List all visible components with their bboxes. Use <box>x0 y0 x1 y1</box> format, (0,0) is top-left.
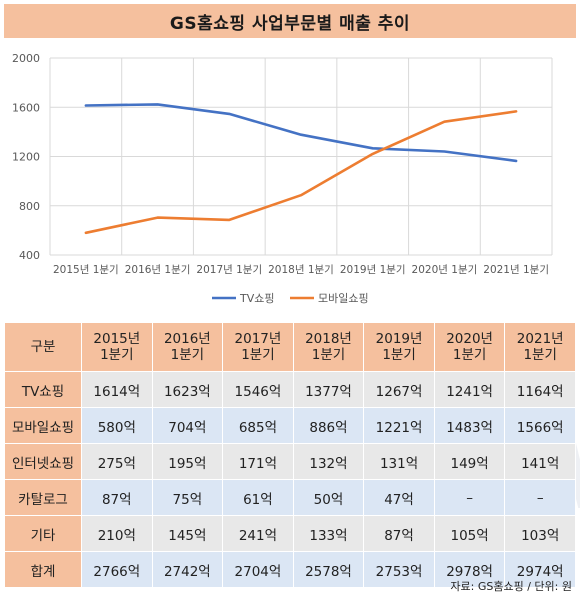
table-cell: 685억 <box>222 407 294 444</box>
header-quarter: 1분기 <box>241 347 275 363</box>
table-row: 합계 2766억 2742억 2704억 2578억 2753억 2978억 2974억 <box>4 551 576 588</box>
table-cell: 1623억 <box>151 371 224 408</box>
x-tick-label: 2021년 1분기 <box>483 264 549 276</box>
table-cell: 47억 <box>363 479 435 516</box>
table-header-cell: 2015년 1분기 <box>81 322 153 372</box>
table-cell: 131억 <box>363 443 435 480</box>
table-cell: 50억 <box>292 479 365 516</box>
table-cell: 171억 <box>222 443 294 480</box>
table-row: 카탈로그 87억 75억 61억 50억 47억 – – <box>4 479 576 516</box>
y-tick-label: 400 <box>19 249 40 262</box>
table-cell: 275억 <box>81 443 153 480</box>
table-row: 모바일쇼핑 580억 704억 685억 886억 1221억 1483억 1566억 <box>4 407 576 444</box>
table-cell: 2766억 <box>81 551 153 588</box>
table-cell: 704억 <box>151 407 224 444</box>
table-cell: 2704억 <box>222 551 294 588</box>
y-tick-label: 2000 <box>12 52 40 65</box>
table-cell: – <box>433 479 506 516</box>
table-cell: 2978억 <box>433 551 506 588</box>
row-label: 카탈로그 <box>4 479 82 516</box>
row-label: 합계 <box>4 551 82 588</box>
table-header-cell: 2019년 1분기 <box>363 322 435 372</box>
table-cell: 580억 <box>81 407 153 444</box>
row-label: 기타 <box>4 515 82 552</box>
y-tick-label: 1600 <box>12 101 40 114</box>
table-cell: 103억 <box>504 515 576 552</box>
x-tick-label: 2020년 1분기 <box>412 264 478 276</box>
table-cell: 1614억 <box>81 371 153 408</box>
legend-mobile-shopping-label: 모바일쇼핑 <box>318 291 369 305</box>
table-header-cell: 2021년 1분기 <box>504 322 576 372</box>
x-tick-label: 2019년 1분기 <box>340 264 406 276</box>
header-quarter: 1분기 <box>382 347 416 363</box>
table-header-cell: 2016년 1분기 <box>151 322 224 372</box>
x-tick-label: 2018년 1분기 <box>268 264 334 276</box>
header-year: 2016년 <box>163 331 211 347</box>
header-quarter: 1분기 <box>311 347 346 363</box>
header-year: 2020년 <box>446 331 493 347</box>
table-cell: 2974억 <box>504 551 576 588</box>
header-year: 2021년 <box>516 331 564 347</box>
table-cell: 141억 <box>504 443 576 480</box>
table-row: 인터넷쇼핑 275억 195억 171억 132억 131억 149억 141억 <box>4 443 576 480</box>
table-cell: – <box>504 479 576 516</box>
x-tick-label: 2017년 1분기 <box>196 264 262 276</box>
sales-table: 구분 2015년 1분기 2016년 1분기 2017년 1분기 2018년 1분기 2019년… <box>4 322 576 588</box>
y-tick-label: 800 <box>19 200 40 213</box>
row-label: TV쇼핑 <box>4 371 82 408</box>
table-cell: 75억 <box>151 479 224 516</box>
legend-tv-shopping-label: TV쇼핑 <box>239 292 274 305</box>
series-line-mobile-shopping <box>84 110 518 235</box>
table-cell: 132억 <box>292 443 365 480</box>
table-corner-cell: 구분 <box>4 322 82 372</box>
table-row: TV쇼핑 1614억 1623억 1546억 1377억 1267억 1241억 1164억 <box>4 371 576 408</box>
table-cell: 1377억 <box>292 371 365 408</box>
table-header-row: 구분 2015년 1분기 2016년 1분기 2017년 1분기 2018년 1분기 2019년… <box>4 322 576 372</box>
table-header-cell: 2018년 1분기 <box>292 322 365 372</box>
header-year: 2018년 <box>305 331 352 347</box>
table-cell: 241억 <box>222 515 294 552</box>
chart-title: GS홈쇼핑 사업부문별 매출 추이 <box>4 4 576 38</box>
table-header-cell: 2017년 1분기 <box>222 322 294 372</box>
table-cell: 1221억 <box>363 407 435 444</box>
header-quarter: 1분기 <box>100 347 134 363</box>
series-line-tv-shopping <box>84 103 518 163</box>
line-chart: 400 800 1200 1600 2000 2015년 1분기 2016년 1분기 2017… <box>12 52 553 305</box>
table-cell: 145억 <box>151 515 224 552</box>
table-header-cell: 2020년 1분기 <box>433 322 506 372</box>
table-cell: 1546억 <box>222 371 294 408</box>
table-cell: 195억 <box>151 443 224 480</box>
y-tick-label: 1200 <box>12 151 40 164</box>
table-cell: 2742억 <box>151 551 224 588</box>
table-cell: 886억 <box>292 407 365 444</box>
source-footnote: 자료: GS홈쇼핑 / 단위: 원 <box>450 580 572 593</box>
header-year: 2017년 <box>234 331 282 347</box>
x-tick-label: 2015년 1분기 <box>53 264 119 276</box>
table-cell: 1267억 <box>363 371 435 408</box>
table-cell: 61억 <box>222 479 294 516</box>
table-cell: 87억 <box>81 479 153 516</box>
table-cell: 1164억 <box>504 371 576 408</box>
table-cell: 133억 <box>292 515 365 552</box>
table-cell: 1483억 <box>433 407 506 444</box>
table-cell: 87억 <box>363 515 435 552</box>
table-cell: 105억 <box>433 515 506 552</box>
table-cell: 210억 <box>81 515 153 552</box>
table-cell: 2578억 <box>292 551 365 588</box>
row-label: 인터넷쇼핑 <box>4 443 82 480</box>
row-label: 모바일쇼핑 <box>4 407 82 444</box>
table-cell: 1241억 <box>433 371 506 408</box>
header-quarter: 1분기 <box>452 347 487 363</box>
table-cell: 149억 <box>433 443 506 480</box>
header-quarter: 1분기 <box>170 347 205 363</box>
table-cell: 1566억 <box>504 407 576 444</box>
header-quarter: 1분기 <box>523 347 557 363</box>
x-tick-label: 2016년 1분기 <box>125 264 191 276</box>
header-year: 2019년 <box>375 331 423 347</box>
table-row: 기타 210억 145억 241억 133억 87억 105억 103억 <box>4 515 576 552</box>
table-cell: 2753억 <box>363 551 435 588</box>
header-year: 2015년 <box>93 331 141 347</box>
